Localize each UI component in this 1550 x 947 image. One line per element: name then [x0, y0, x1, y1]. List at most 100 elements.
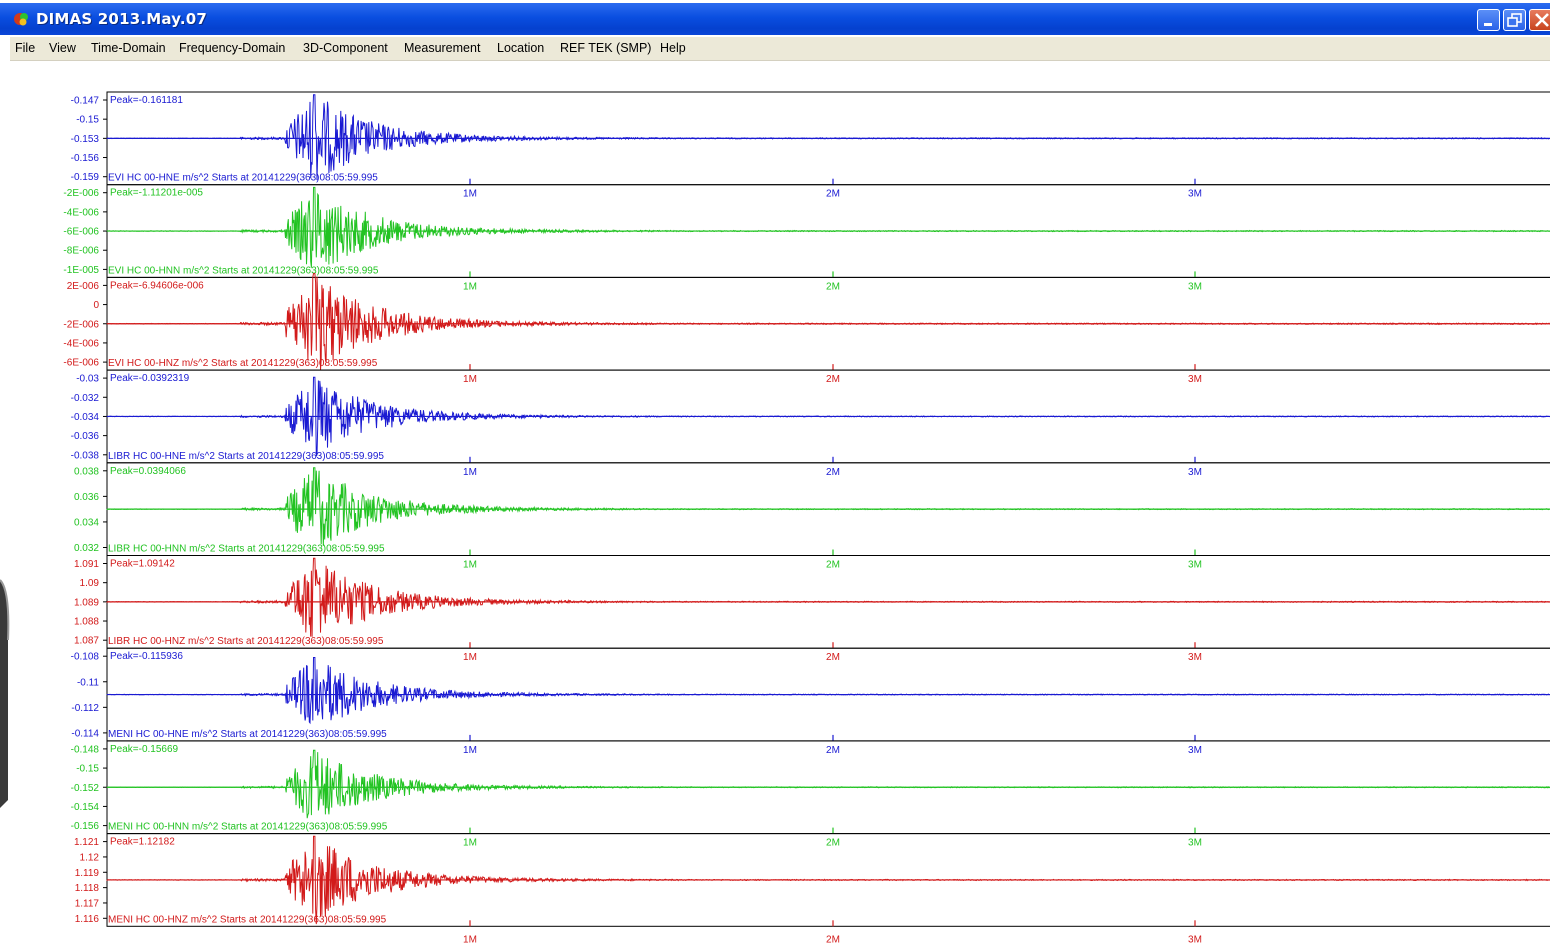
trace-panel[interactable]: -0.108 -0.11 -0.112 -0.114 1M 2M 3M Peak=-0.115… [71, 647, 1550, 756]
time-tick-label: 3M [1188, 189, 1202, 200]
time-tick-label: 3M [1188, 281, 1202, 292]
y-tick-label: -1E-005 [63, 265, 99, 276]
y-tick-label: -0.038 [71, 450, 100, 461]
y-tick-label: -4E-006 [63, 207, 99, 218]
menu-measurement[interactable]: Measurement [404, 41, 481, 55]
y-tick-label: -2E-006 [63, 319, 99, 330]
title-bar[interactable]: DIMAS 2013.May.07 [0, 3, 1550, 35]
y-tick-label: 1.09 [80, 578, 100, 589]
y-tick-label: 1.117 [75, 898, 100, 909]
trace-panel[interactable]: -0.03 -0.032 -0.034 -0.036 -0.038 1M 2M 3M Peak=… [71, 369, 1550, 478]
peak-label: Peak=-0.115936 [110, 651, 183, 662]
time-tick-label: 2M [826, 281, 840, 292]
time-tick-label: 2M [826, 374, 840, 385]
time-tick-label: 1M [463, 281, 477, 292]
time-tick-label: 1M [463, 467, 477, 478]
time-tick-label: 1M [463, 838, 477, 849]
time-tick-label: 3M [1188, 838, 1202, 849]
peak-label: Peak=0.0394066 [110, 466, 186, 477]
y-tick-label: -0.036 [71, 431, 100, 442]
trace-panel[interactable]: -0.147 -0.15 -0.153 -0.156 -0.159 1M 2M 3M Peak=… [71, 91, 1550, 200]
time-tick-label: 2M [826, 745, 840, 756]
y-tick-label: 1.118 [75, 883, 100, 894]
menu-frequency-domain[interactable]: Frequency-Domain [179, 41, 286, 55]
dimas-app-icon [14, 13, 28, 26]
y-tick-label: 0.032 [74, 543, 99, 554]
peak-label: Peak=1.12182 [110, 837, 175, 848]
menu-ref-tek[interactable]: REF TEK (SMP) [560, 41, 652, 55]
time-tick-label: 2M [826, 652, 840, 663]
peak-label: Peak=-0.0392319 [110, 373, 190, 384]
trace-panel[interactable]: 1.091 1.09 1.089 1.088 1.087 1M 2M 3M Peak=1.091… [74, 555, 1550, 664]
trace-label: MENI HC 00-HNZ m/s^2 Starts at 20141229(… [108, 914, 387, 925]
trace-panel[interactable]: -2E-006 -4E-006 -6E-006 -8E-006 -1E-005 1M 2M 3… [63, 184, 1550, 293]
menu-file[interactable]: File [15, 41, 36, 55]
y-tick-label: -6E-006 [63, 227, 99, 238]
y-tick-label: -6E-006 [63, 358, 99, 369]
close-icon [1535, 13, 1549, 27]
waveform-plot-area[interactable]: -0.147 -0.15 -0.153 -0.156 -0.159 1M 2M 3M Peak=… [0, 60, 1550, 947]
trace-panel[interactable]: 0.038 0.036 0.034 0.032 1M 2M 3M Peak=0.0394066… [74, 462, 1550, 571]
waveform-trace [106, 94, 1550, 181]
y-tick-label: -0.114 [71, 728, 99, 739]
trace-label: LIBR HC 00-HNZ m/s^2 Starts at 20141229(… [108, 636, 384, 647]
trace-panel[interactable]: 2E-006 0 -2E-006 -4E-006 -6E-006 1M 2M 3M Peak=-… [63, 273, 1550, 386]
menu-view[interactable]: View [49, 41, 76, 55]
y-tick-label: -8E-006 [63, 246, 99, 257]
menu-time-domain[interactable]: Time-Domain [91, 41, 166, 55]
time-tick-label: 1M [463, 745, 477, 756]
y-tick-label: 0.036 [74, 492, 99, 503]
time-tick-label: 1M [463, 934, 477, 945]
y-tick-label: -0.032 [71, 393, 100, 404]
peak-label: Peak=-6.94606e-006 [110, 280, 204, 291]
menu-location[interactable]: Location [497, 41, 545, 55]
minimize-icon [1484, 23, 1492, 26]
waveform-trace [106, 467, 1550, 546]
y-tick-label: -0.156 [71, 153, 100, 164]
y-tick-label: -0.152 [71, 783, 100, 794]
waveform-trace [106, 749, 1550, 819]
trace-label: EVI HC 00-HNZ m/s^2 Starts at 20141229(3… [108, 358, 378, 369]
time-tick-label: 1M [463, 374, 477, 385]
trace-label: EVI HC 00-HNE m/s^2 Starts at 20141229(3… [108, 173, 378, 184]
y-tick-label: -2E-006 [63, 188, 99, 199]
y-tick-label: -0.112 [71, 703, 99, 714]
y-tick-label: 1.121 [74, 837, 99, 848]
menu-3d-component[interactable]: 3D-Component [303, 41, 388, 55]
y-tick-label: -0.154 [71, 802, 100, 813]
trace-panel[interactable]: -0.148 -0.15 -0.152 -0.154 -0.156 1M 2M 3M Peak=… [71, 740, 1550, 849]
time-tick-label: 3M [1188, 374, 1202, 385]
close-button[interactable] [1529, 9, 1550, 31]
time-tick-label: 2M [826, 560, 840, 571]
time-tick-label: 3M [1188, 934, 1202, 945]
minimize-button[interactable] [1477, 9, 1500, 31]
y-tick-label: 0.034 [74, 517, 99, 528]
restore-button[interactable] [1503, 9, 1526, 31]
menu-help[interactable]: Help [660, 41, 686, 55]
trace-panel[interactable]: 1.121 1.12 1.119 1.118 1.117 1.116 1M 2M 3M Peak=… [74, 833, 1550, 946]
trace-label: MENI HC 00-HNE m/s^2 Starts at 20141229(… [108, 729, 387, 740]
menu-bar: File View Time-Domain Frequency-Domain 3… [10, 37, 1550, 61]
y-tick-label: -0.108 [71, 652, 100, 663]
peak-label: Peak=-1.11201e-005 [110, 188, 203, 199]
time-tick-label: 2M [826, 189, 840, 200]
time-tick-label: 2M [826, 838, 840, 849]
time-tick-label: 1M [463, 652, 477, 663]
y-tick-label: 1.119 [75, 868, 100, 879]
y-tick-label: 1.116 [75, 914, 100, 925]
y-tick-label: -0.147 [71, 96, 100, 107]
y-tick-label: 0 [93, 300, 99, 311]
y-tick-label: 1.089 [74, 597, 99, 608]
time-tick-label: 3M [1188, 560, 1202, 571]
y-tick-label: -0.15 [76, 115, 99, 126]
time-tick-label: 3M [1188, 652, 1202, 663]
waveform-trace [106, 657, 1550, 725]
y-tick-label: 1.088 [74, 617, 99, 628]
y-tick-label: 1.12 [80, 852, 100, 863]
window-title: DIMAS 2013.May.07 [36, 10, 208, 28]
y-tick-label: -0.11 [77, 677, 99, 688]
time-tick-label: 3M [1188, 467, 1202, 478]
desktop-edge-decoration [0, 579, 10, 808]
y-tick-label: 1.087 [74, 636, 99, 647]
trace-label: EVI HC 00-HNN m/s^2 Starts at 20141229(3… [108, 265, 379, 276]
